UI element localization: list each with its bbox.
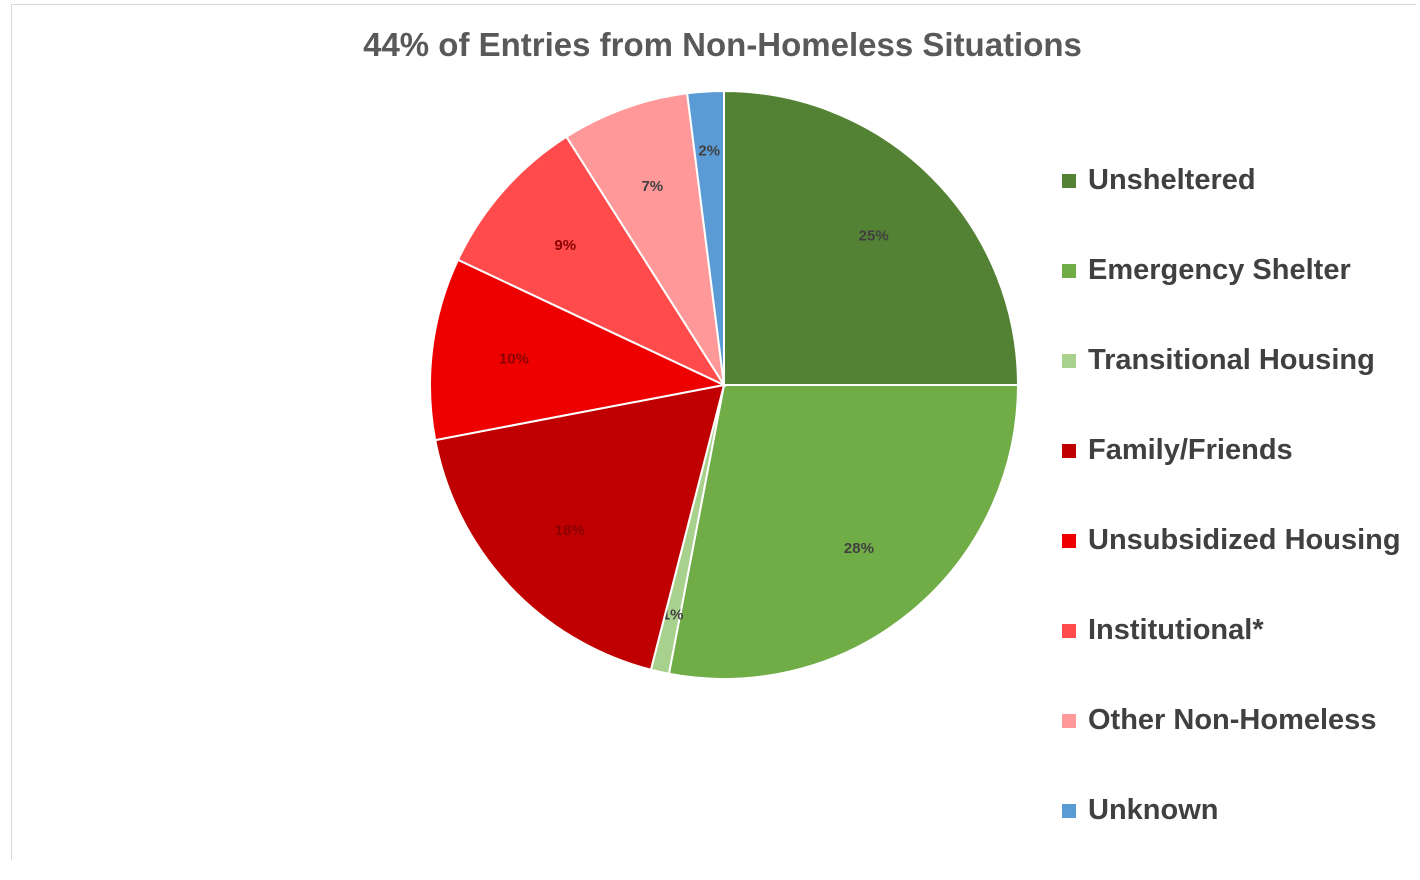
chart-legend: Unsheltered Emergency Shelter Transitional…: [1062, 160, 1401, 880]
pie-chart: 25% 28% 1% 18% 10% 9% 7% 2%: [429, 89, 1020, 680]
pie-slice-emergency-shelter: [667, 384, 1020, 680]
legend-label: Unknown: [1088, 794, 1219, 826]
pie-slice-other-non-homeless: [565, 92, 725, 386]
data-label-unsheltered: 25%: [859, 227, 889, 244]
pie-slice-unsheltered: [723, 89, 1020, 386]
legend-label: Transitional Housing: [1088, 344, 1375, 376]
legend-item-emergency-shelter: Emergency Shelter: [1062, 250, 1401, 340]
legend-label: Unsheltered: [1088, 164, 1256, 196]
chart-frame: [11, 4, 1416, 860]
data-label-other-non-homeless: 7%: [641, 178, 663, 195]
data-label-emergency-shelter: 28%: [844, 540, 874, 557]
data-label-unknown: 2%: [698, 142, 720, 159]
legend-item-other-non-homeless: Other Non-Homeless: [1062, 700, 1401, 790]
pie-slice-institutional: [456, 135, 727, 388]
legend-swatch: [1062, 534, 1076, 548]
legend-swatch: [1062, 804, 1076, 818]
legend-label: Other Non-Homeless: [1088, 704, 1377, 736]
pie-slice-family-friends: [434, 383, 726, 671]
legend-label: Institutional*: [1088, 614, 1264, 646]
legend-swatch: [1062, 174, 1076, 188]
data-label-unsubsidized-housing: 10%: [499, 350, 529, 367]
legend-label: Family/Friends: [1088, 434, 1293, 466]
chart-title: 44% of Entries from Non-Homeless Situati…: [363, 26, 1082, 63]
legend-swatch: [1062, 714, 1076, 728]
legend-swatch: [1062, 264, 1076, 278]
data-label-institutional: 9%: [554, 237, 576, 254]
legend-swatch: [1062, 354, 1076, 368]
legend-item-institutional: Institutional*: [1062, 610, 1401, 700]
pie-slice-unknown: [686, 89, 725, 386]
legend-swatch: [1062, 444, 1076, 458]
legend-label: Emergency Shelter: [1088, 254, 1351, 286]
legend-swatch: [1062, 624, 1076, 638]
pie-slice-unsubsidized-housing: [429, 258, 728, 442]
legend-item-transitional-housing: Transitional Housing: [1062, 340, 1401, 430]
legend-item-family-friends: Family/Friends: [1062, 430, 1401, 520]
legend-item-unknown: Unknown: [1062, 790, 1401, 880]
legend-item-unsubsidized-housing: Unsubsidized Housing: [1062, 520, 1401, 610]
data-label-family-friends: 18%: [555, 522, 585, 539]
data-label-transitional-housing: 1%: [662, 607, 684, 624]
legend-label: Unsubsidized Housing: [1088, 524, 1401, 556]
legend-item-unsheltered: Unsheltered: [1062, 160, 1401, 250]
